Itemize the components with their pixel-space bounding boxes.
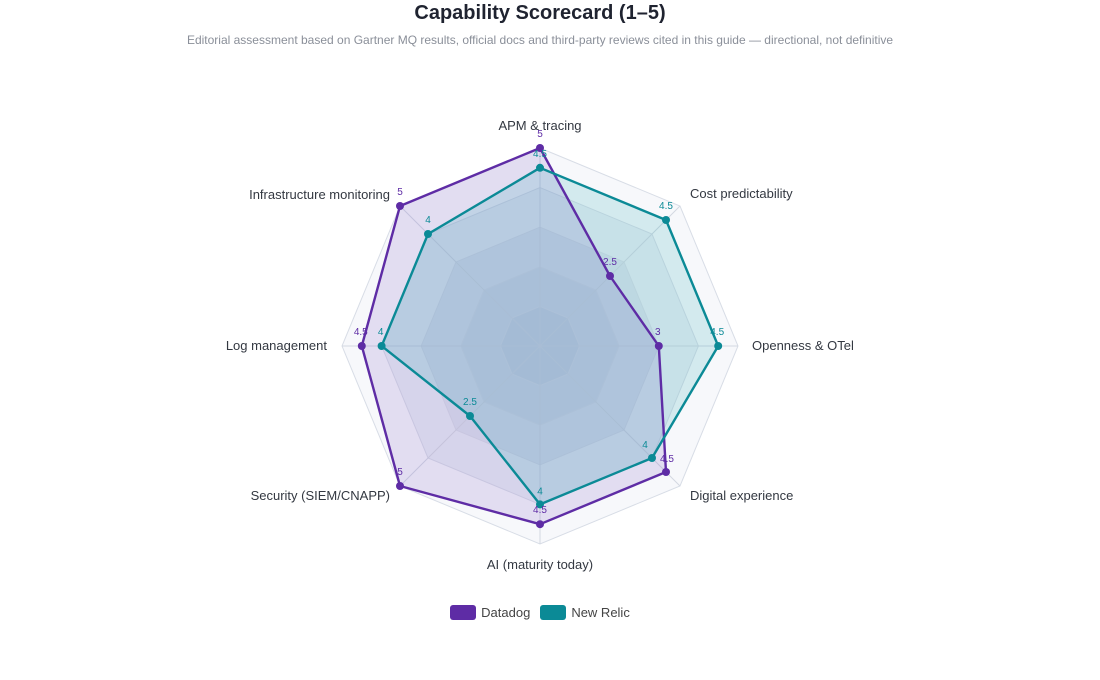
data-label: 3	[655, 327, 661, 338]
data-point	[654, 342, 663, 350]
data-point	[396, 202, 404, 210]
data-label: 4.5	[533, 505, 547, 516]
chart-title: Capability Scorecard (1–5)	[414, 2, 666, 24]
axis-label: Security (SIEM/CNAPP)	[251, 488, 390, 503]
chart-subtitle: Editorial assessment based on Gartner MQ…	[186, 33, 894, 47]
legend-label-new-relic: New Relic	[571, 605, 630, 620]
legend-item-new-relic[interactable]: New Relic	[540, 605, 630, 620]
grid-spoke	[539, 345, 681, 487]
axis-label: Infrastructure monitoring	[249, 187, 390, 202]
data-label: 4.5	[354, 327, 368, 338]
axis-label: AI (maturity today)	[487, 557, 593, 572]
data-point	[662, 216, 670, 224]
legend-label-datadog: Datadog	[481, 605, 531, 620]
legend-swatch-new-relic	[540, 605, 567, 620]
grid-spoke	[399, 205, 541, 347]
legend-swatch-datadog	[450, 605, 477, 620]
data-point	[536, 500, 544, 509]
series-area-0	[361, 148, 666, 525]
series-area-1	[381, 167, 719, 505]
data-label: 4.5	[710, 327, 724, 338]
axis-label: Log management	[226, 338, 328, 353]
data-label: 2.5	[463, 397, 477, 408]
data-label: 4	[425, 215, 431, 226]
data-point	[357, 342, 366, 350]
data-point	[606, 272, 614, 280]
axis-label: Cost predictability	[690, 186, 793, 201]
legend: Datadog New Relic	[0, 605, 1080, 620]
data-label: 4	[378, 327, 384, 338]
data-point	[396, 482, 404, 490]
data-label: 4	[642, 440, 648, 451]
data-point	[536, 144, 544, 152]
data-point	[648, 454, 656, 462]
data-label: 4	[537, 486, 543, 497]
axis-label: APM & tracing	[498, 118, 581, 133]
data-point	[466, 412, 474, 420]
data-label: 4.5	[659, 201, 673, 212]
data-point	[662, 468, 670, 476]
data-point	[377, 342, 386, 350]
data-point	[536, 163, 544, 172]
data-label: 4.5	[533, 149, 547, 160]
data-point	[536, 520, 544, 529]
axis-label: Digital experience	[690, 488, 793, 503]
data-label: 5	[397, 467, 403, 478]
data-label: 5	[537, 129, 543, 140]
legend-item-datadog[interactable]: Datadog	[450, 605, 530, 620]
axis-label: Openness & OTel	[752, 338, 854, 353]
data-label: 5	[397, 187, 403, 198]
data-point	[714, 342, 723, 350]
data-point	[424, 230, 432, 238]
data-label: 2.5	[603, 257, 617, 268]
data-label: 4.5	[660, 454, 674, 465]
